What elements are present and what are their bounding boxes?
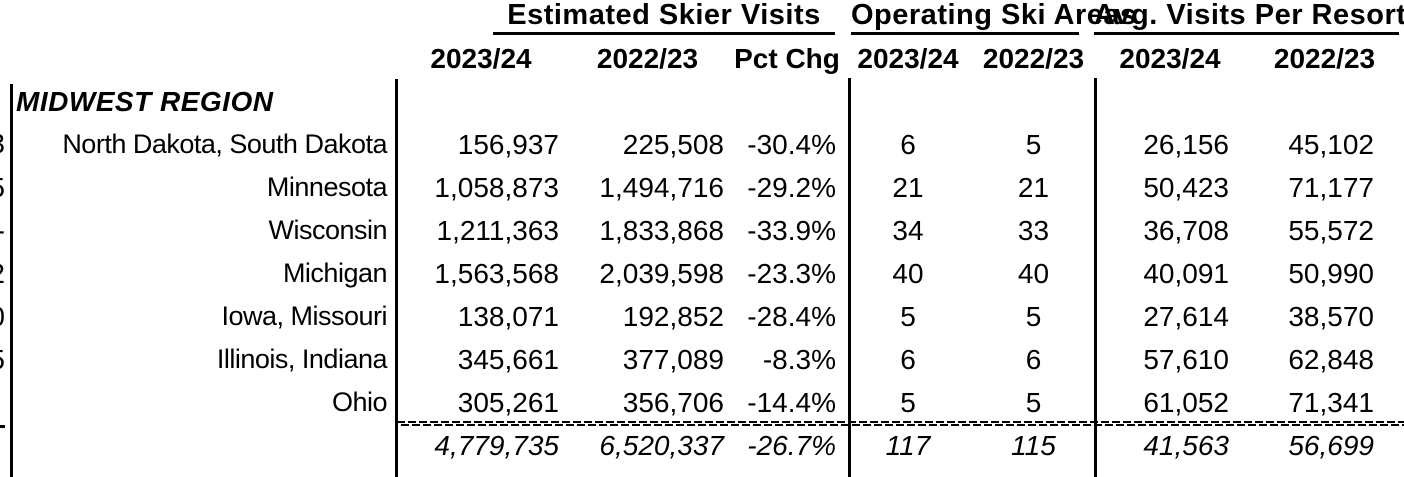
cell-areas-2022-23: 21 — [1017, 171, 1050, 203]
total-pct-chg: -26.7% — [747, 430, 836, 461]
cell-avg-2022-23: 45,102 — [1288, 128, 1374, 160]
cell-avg-2023-24: 26,156 — [1143, 128, 1229, 160]
row-label: Wisconsin — [268, 215, 387, 245]
total-avg-2023-24: 41,563 — [1143, 430, 1229, 461]
clipped-text-fragment: 0 — [0, 300, 5, 334]
cell-avg-2022-23: 62,848 — [1288, 343, 1374, 375]
cell-pct-chg: -14.4% — [747, 386, 836, 418]
cell-areas-2022-23: 40 — [1017, 257, 1050, 289]
subheader-spacer — [0, 38, 397, 80]
clipped-text-fragment: 5 — [0, 343, 5, 377]
cell-est-2023-24: 138,071 — [457, 300, 559, 332]
subheader-areas-2023-24: 2023/24 — [857, 43, 959, 74]
cell-avg-2023-24: 40,091 — [1143, 257, 1229, 289]
cell-est-2022-23: 2,039,598 — [599, 257, 724, 289]
cell-est-2022-23: 1,833,868 — [599, 214, 724, 246]
cell-areas-2022-23: 33 — [1017, 214, 1050, 246]
cell-est-2022-23: 377,089 — [622, 343, 724, 375]
cell-est-2022-23: 225,508 — [622, 128, 724, 160]
cell-avg-2023-24: 50,423 — [1143, 171, 1229, 203]
total-est-2022-23: 6,520,337 — [599, 430, 724, 461]
cell-avg-2023-24: 61,052 — [1143, 386, 1229, 418]
clipped-dash-fragment — [0, 425, 5, 428]
data-grid: 2023/24 2022/23 Pct Chg 2023/24 2022/23 … — [0, 38, 1404, 477]
left-edge-rule — [10, 84, 13, 477]
subheader-avg-2023-24: 2023/24 — [1119, 43, 1221, 74]
cell-pct-chg: -30.4% — [747, 128, 836, 160]
column-group-header-avg-visits-per-resort: Avg. Visits Per Resort — [1094, 1, 1404, 35]
total-areas-2023-24: 117 — [885, 430, 931, 461]
total-est-2023-24: 4,779,735 — [434, 430, 559, 461]
cell-est-2023-24: 156,937 — [457, 128, 559, 160]
cell-est-2023-24: 345,661 — [457, 343, 559, 375]
cell-avg-2022-23: 71,341 — [1288, 386, 1374, 418]
cell-avg-2023-24: 27,614 — [1143, 300, 1229, 332]
subheader-est-2022-23: 2022/23 — [596, 43, 699, 74]
avg-group-left-rule — [1094, 78, 1097, 477]
cell-avg-2023-24: 57,610 — [1143, 343, 1229, 375]
cell-pct-chg: -28.4% — [747, 300, 836, 332]
cell-pct-chg: -23.3% — [747, 257, 836, 289]
cell-avg-2022-23: 38,570 — [1288, 300, 1374, 332]
total-areas-2022-23: 115 — [1011, 430, 1056, 461]
cell-pct-chg: -8.3% — [762, 343, 836, 375]
subheader-avg-2022-23: 2022/23 — [1273, 43, 1376, 74]
row-label: Illinois, Indiana — [216, 344, 388, 374]
region-header: MIDWEST REGION — [16, 85, 274, 117]
cell-est-2023-24: 1,211,363 — [436, 214, 560, 246]
cell-avg-2022-23: 55,572 — [1288, 214, 1374, 246]
clipped-text-fragment: - — [0, 214, 5, 248]
row-label: Ohio — [331, 387, 388, 417]
operating-group-left-rule — [848, 78, 851, 477]
subheader-est-2023-24: 2023/24 — [430, 43, 532, 74]
clipped-text-fragment: 2 — [0, 257, 5, 291]
totals-dashed-separator — [397, 421, 1404, 426]
subheader-pct-chg: Pct Chg — [734, 43, 840, 74]
cell-est-2022-23: 1,494,716 — [599, 171, 724, 203]
cell-est-2023-24: 305,261 — [457, 386, 559, 418]
row-label: Iowa, Missouri — [221, 301, 387, 331]
cell-avg-2022-23: 50,990 — [1288, 257, 1374, 289]
cell-est-2022-23: 356,706 — [622, 386, 724, 418]
cell-areas-2023-24: 6 — [900, 128, 916, 160]
total-avg-2022-23: 56,699 — [1288, 430, 1374, 461]
cell-areas-2022-23: 6 — [1025, 343, 1042, 375]
cell-areas-2023-24: 5 — [900, 300, 916, 332]
totals-spacer — [0, 424, 397, 477]
cell-avg-2022-23: 71,177 — [1288, 171, 1374, 203]
row-label: Minnesota — [266, 172, 388, 202]
row-label: Michigan — [282, 258, 388, 288]
cell-areas-2022-23: 5 — [1025, 300, 1042, 332]
cell-pct-chg: -29.2% — [747, 171, 836, 203]
cell-pct-chg: -33.9% — [747, 214, 836, 246]
label-column-rule — [395, 79, 398, 477]
cell-areas-2022-23: 5 — [1025, 128, 1042, 160]
clipped-text-fragment: 5 — [0, 171, 5, 205]
cell-areas-2023-24: 21 — [892, 171, 924, 203]
clipped-text-fragment: 3 — [0, 127, 5, 161]
cell-areas-2023-24: 34 — [892, 214, 924, 246]
column-group-header-operating-ski-areas: Operating Ski Areas — [851, 1, 1136, 35]
cell-est-2023-24: 1,058,873 — [434, 171, 559, 203]
row-label: North Dakota, South Dakota — [62, 129, 387, 159]
cell-areas-2023-24: 5 — [900, 386, 916, 418]
cell-avg-2023-24: 36,708 — [1143, 214, 1229, 246]
cell-areas-2022-23: 5 — [1025, 386, 1042, 418]
cell-areas-2023-24: 6 — [900, 343, 916, 375]
subheader-areas-2022-23: 2022/23 — [982, 43, 1085, 74]
cell-est-2023-24: 1,563,568 — [434, 257, 559, 289]
cell-est-2022-23: 192,852 — [622, 300, 724, 332]
column-group-header-estimated-skier-visits: Estimated Skier Visits — [493, 1, 835, 35]
cell-areas-2023-24: 40 — [892, 257, 924, 289]
